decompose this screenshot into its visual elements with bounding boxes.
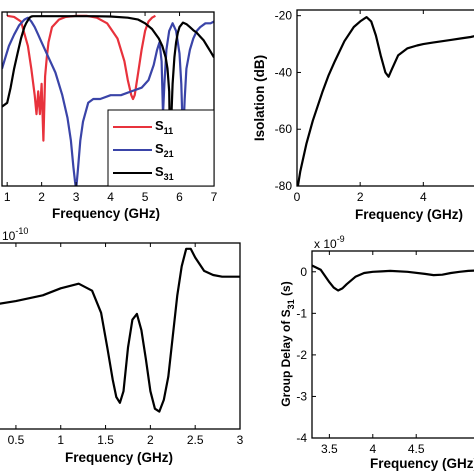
series-s31-line: [2, 15, 214, 161]
axes-box-group-delay-s31: [311, 250, 474, 439]
ticks-isolation: 0 2 4 -80 -60 -40 -20: [275, 9, 427, 204]
legend-label-s31: S31: [155, 164, 174, 182]
y-tick-label: -1: [296, 306, 307, 320]
series-line-b-0: [297, 16, 474, 186]
x-tick-label: 1: [57, 433, 64, 447]
x-axis-label-group-delay-s31: Frequency (GHz): [370, 456, 474, 471]
axes-box-isolation: [296, 9, 474, 187]
x-axis-label-group-delay-left: Frequency (GHz): [65, 450, 173, 465]
group-delay-curve-s31: [312, 264, 474, 292]
x-ticks-group-delay-left: 0.5 1 1.5 2 2.5 3: [8, 243, 244, 447]
x-tick-label: 1: [4, 190, 11, 204]
panel-s-parameters: 1 2 3 4 5 6 7 Frequency (GHz) S11 S21 S31: [1, 11, 218, 221]
y-tick-label: -60: [275, 122, 293, 136]
y-axis-label-isolation: Isolation (dB): [252, 55, 267, 141]
x-tick-label: 4: [107, 190, 114, 204]
series-line-d-0: [312, 264, 474, 292]
x-tick-label: 2: [147, 433, 154, 447]
panel-group-delay-left: 0.5 1 1.5 2 2.5 3 10-10 Frequency (GHz): [0, 226, 244, 465]
x-tick-label: 3.5: [321, 442, 338, 456]
x-tick-label: 4.5: [408, 442, 425, 456]
y-axis-label-group-delay-s31: Group Delay of S31 (s): [279, 281, 296, 406]
legend-label-s11: S11: [155, 118, 173, 136]
y-exponent-group-delay-left: 10-10: [2, 226, 28, 243]
x-tick-label: 0: [294, 190, 301, 204]
x-tick-label: 3: [73, 190, 80, 204]
y-tick-label: -4: [296, 431, 307, 445]
x-tick-label: 7: [211, 190, 218, 204]
legend: S11 S21 S31: [107, 109, 215, 187]
x-tick-label: 6: [176, 190, 183, 204]
x-tick-label: 2: [357, 190, 364, 204]
x-tick-label: 4: [369, 442, 376, 456]
x-tick-label: 3: [237, 433, 244, 447]
x-tick-label: 2: [38, 190, 45, 204]
axes-box-group-delay-left: [0, 242, 241, 430]
x-axis-label-isolation: Frequency (GHz): [355, 207, 463, 222]
y-exponent-group-delay-s31: x 10-9: [314, 234, 345, 251]
isolation-curve: [297, 16, 474, 186]
x-tick-label: 1.5: [97, 433, 114, 447]
panel-isolation: 0 2 4 -80 -60 -40 -20 Frequency (GHz) Isolatio…: [252, 9, 474, 222]
x-tick-label: 4: [420, 190, 427, 204]
y-tick-label: -2: [296, 348, 307, 362]
x-axis-label-s-parameters: Frequency (GHz): [52, 206, 160, 221]
ticks-group-delay-s31: 3.5 4 4.5 -4 -3 -2 -1 0: [296, 251, 425, 456]
legend-label-s21: S21: [155, 141, 174, 159]
panel-group-delay-s31: 3.5 4 4.5-4-3-2-10 x 10-9 Frequency (GHz) …: [279, 234, 474, 471]
x-tick-label: 0.5: [8, 433, 25, 447]
y-tick-label: -3: [296, 389, 307, 403]
y-tick-label: -40: [275, 65, 293, 79]
y-tick-label: 0: [300, 265, 307, 279]
x-tick-label: 2.5: [187, 433, 204, 447]
y-tick-label: -80: [275, 179, 293, 193]
x-tick-label: 5: [142, 190, 149, 204]
y-tick-label: -20: [275, 9, 293, 23]
series-line-c-0: [0, 247, 240, 413]
group-delay-curve-left: [0, 247, 240, 413]
